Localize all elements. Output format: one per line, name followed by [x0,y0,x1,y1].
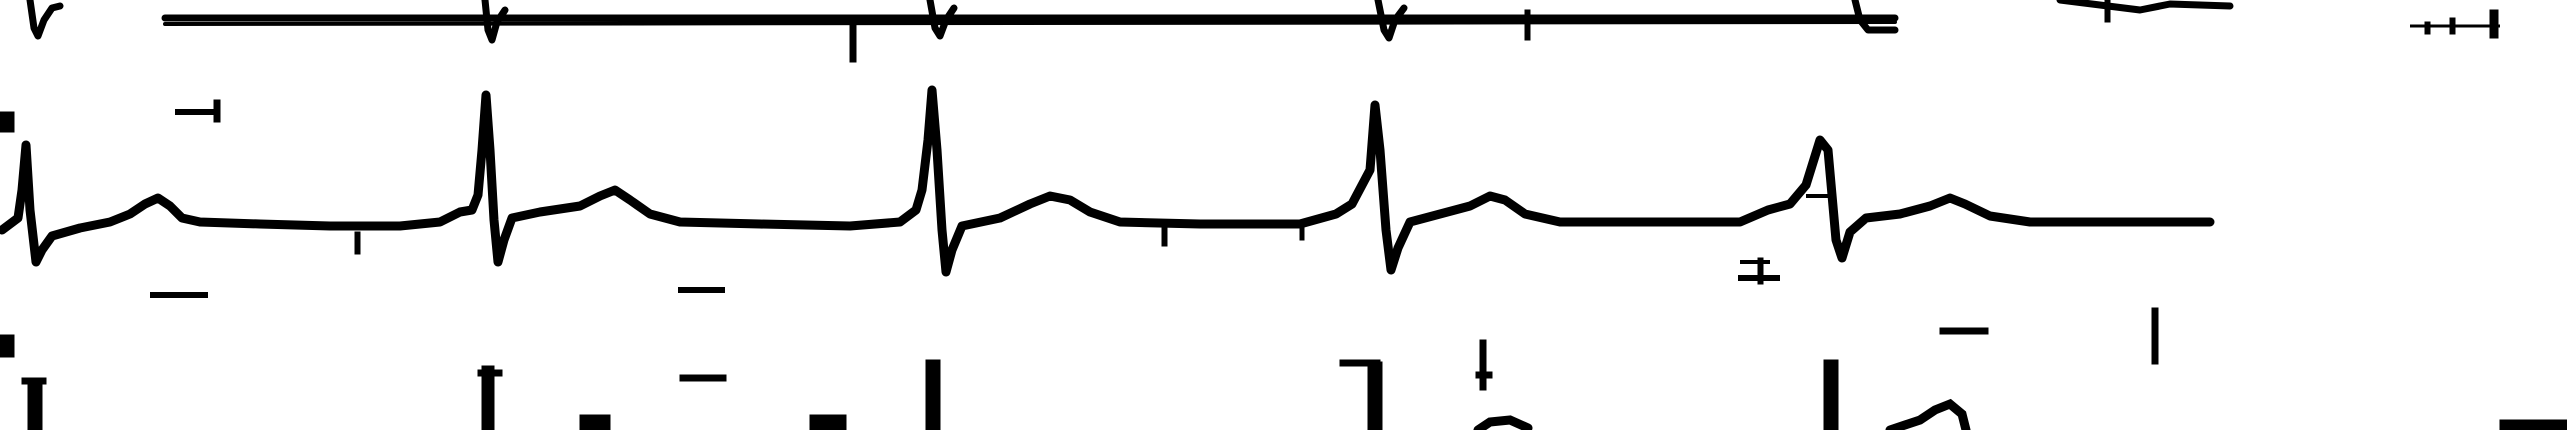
ecg-lead-middle-trace [0,85,2215,277]
ecg-lead-bottom-trace [0,307,2567,430]
ecg-lead-middle-artifacts [0,99,1836,298]
ecg-lead-bottom-waves [1473,398,1971,430]
ecg-lead-top-artifacts [849,0,2500,63]
ecg-lead-top-trace [26,0,2234,44]
